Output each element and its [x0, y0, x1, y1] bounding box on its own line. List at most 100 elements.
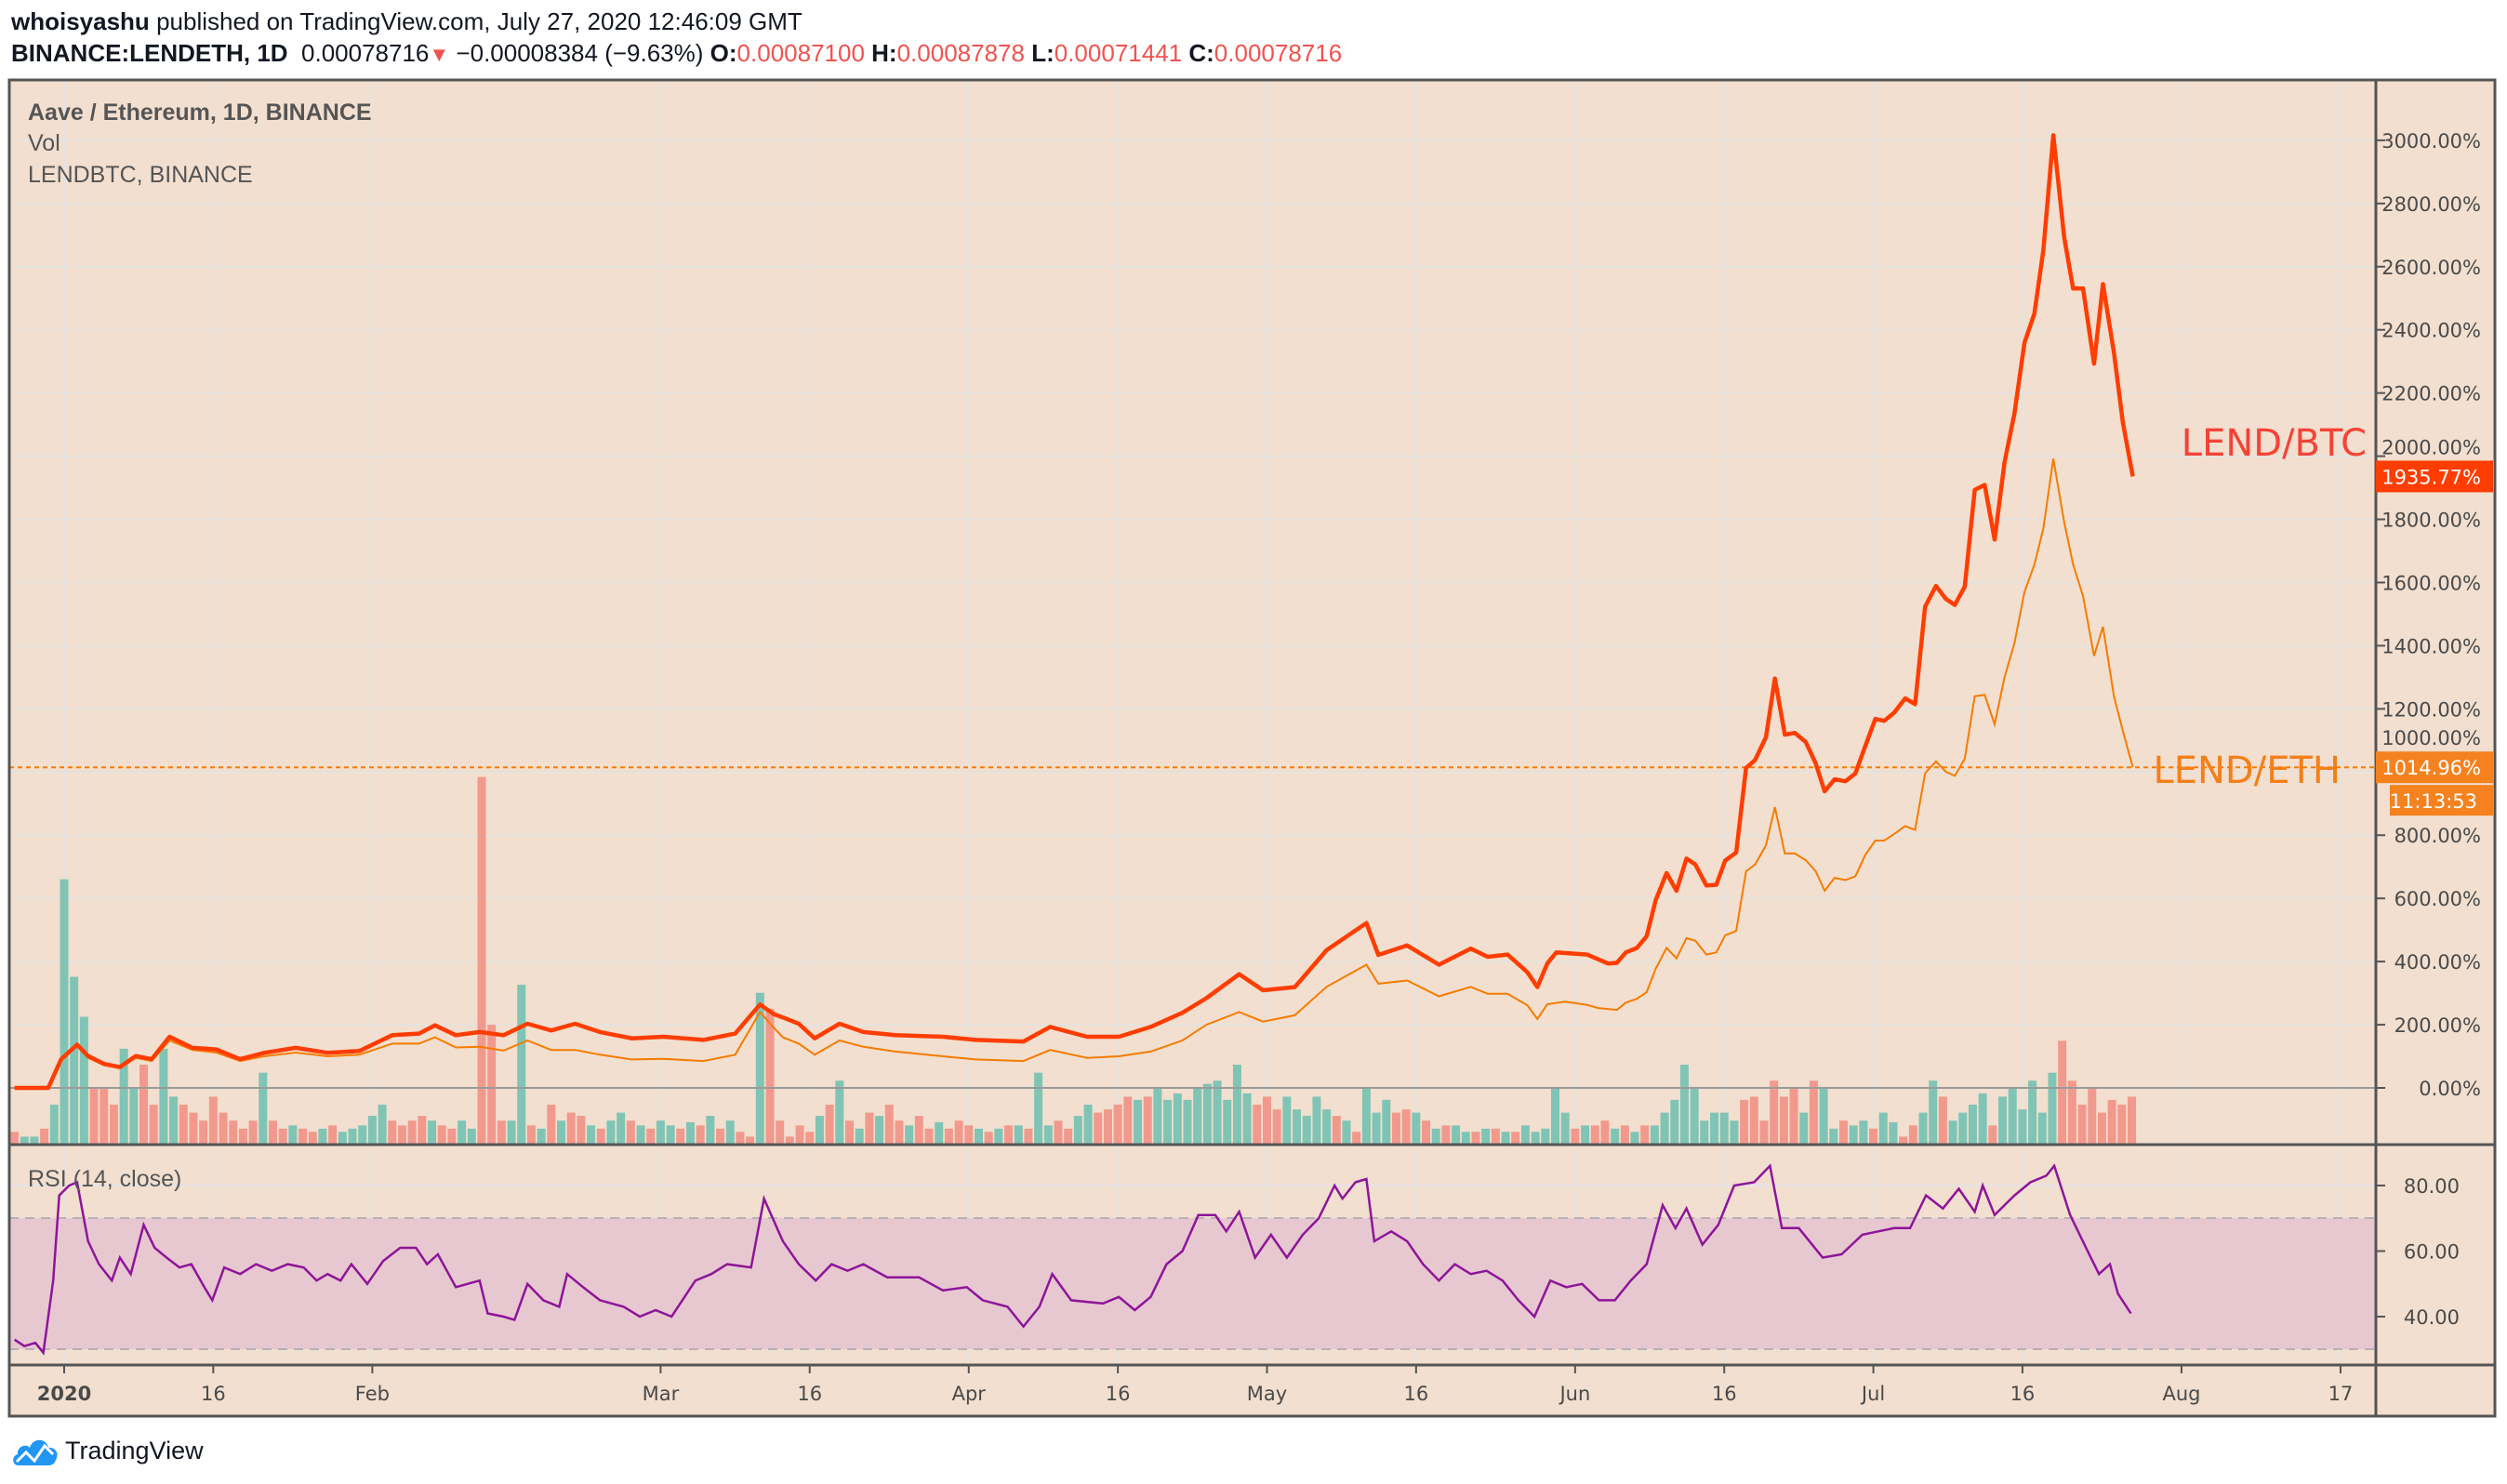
volume-bar-down	[914, 1116, 923, 1145]
price-axis-label: 2200.00%	[2381, 383, 2481, 405]
volume-bar-up	[60, 879, 69, 1145]
volume-bar-up	[1034, 1072, 1043, 1145]
volume-bar-down	[845, 1120, 855, 1145]
volume-bar-down	[944, 1128, 953, 1145]
rsi-axis-label: 80.00	[2404, 1175, 2460, 1198]
rsi-legend[interactable]: RSI (14, close)	[28, 1166, 181, 1192]
volume-bar-up	[706, 1116, 715, 1145]
symbol-label: BINANCE:LENDETH, 1D	[11, 39, 288, 67]
volume-bar-up	[1481, 1128, 1491, 1145]
author-name[interactable]: whoisyashu	[11, 7, 150, 35]
volume-bar-down	[736, 1132, 745, 1145]
volume-bar-down	[2107, 1099, 2116, 1145]
price-axis-label: 2000.00%	[2381, 436, 2481, 458]
lend-eth-annotation[interactable]: LEND/ETH	[2153, 749, 2341, 792]
time-axis-label: Aug	[2162, 1383, 2200, 1405]
rsi-axis-label: 60.00	[2404, 1241, 2460, 1264]
volume-bar-down	[924, 1128, 934, 1145]
volume-bar-up	[2008, 1088, 2017, 1145]
volume-bar-up	[974, 1128, 983, 1145]
volume-bar-up	[1412, 1112, 1421, 1145]
price-axis[interactable]: 0.00% 200.00% 400.00% 600.00% 800.00% 1000.00…	[2376, 130, 2481, 1100]
tradingview-cloud-icon	[13, 1439, 58, 1465]
volume-bar-down	[99, 1088, 109, 1145]
volume-bar-up	[1690, 1088, 1699, 1145]
volume-legend[interactable]: Vol	[28, 130, 60, 156]
volume-bar-down	[1839, 1120, 1849, 1145]
volume-bar-up	[1302, 1116, 1311, 1145]
volume-bar-down	[547, 1105, 556, 1145]
volume-bar-up	[159, 1048, 168, 1145]
volume-bar-down	[676, 1128, 685, 1145]
volume-bar-down	[1770, 1080, 1779, 1145]
volume-bar-up	[606, 1120, 616, 1145]
volume-bar-up	[1520, 1125, 1530, 1145]
high-label: H:	[871, 39, 897, 67]
volume-bar-down	[1620, 1125, 1629, 1145]
volume-bar-up	[1431, 1128, 1440, 1145]
volume-bar-up	[1819, 1088, 1828, 1145]
volume-bar-down	[1779, 1096, 1788, 1145]
volume-bar-up	[1660, 1112, 1669, 1145]
volume-bar-up	[994, 1128, 1003, 1145]
price-axis-label: 200.00%	[2394, 1014, 2481, 1037]
volume-bar-up	[20, 1136, 29, 1145]
open-value: 0.00087100	[736, 39, 865, 67]
volume-bar-up	[1719, 1112, 1729, 1145]
volume-bar-up	[855, 1128, 864, 1145]
time-axis-label: 17	[2328, 1383, 2354, 1405]
volume-bar-down	[984, 1132, 993, 1145]
volume-bar-down	[765, 1008, 775, 1145]
volume-bar-up	[259, 1072, 268, 1145]
volume-bar-up	[288, 1125, 298, 1145]
volume-bar-down	[1740, 1099, 1749, 1145]
volume-bar-up	[1968, 1105, 1977, 1145]
volume-bar-down	[1571, 1128, 1580, 1145]
volume-bar-down	[825, 1105, 834, 1145]
time-axis[interactable]: 2020 16 Feb Mar 16 Apr 16 May 16 Jun 16 Jul 16 Aug 17	[37, 1365, 2354, 1405]
volume-bar-down	[1441, 1125, 1451, 1145]
volume-bar-down	[139, 1065, 149, 1145]
volume-bar-down	[785, 1136, 794, 1145]
volume-bar-down	[1511, 1132, 1520, 1145]
volume-bar-down	[89, 1088, 99, 1145]
btc-price-tag-text: 1935.77%	[2381, 466, 2481, 488]
volume-bar-up	[428, 1120, 437, 1145]
volume-bar-down	[1590, 1125, 1599, 1145]
volume-bar-up	[2037, 1112, 2047, 1145]
volume-bar-down	[1352, 1132, 1361, 1145]
volume-bar-up	[1679, 1065, 1689, 1145]
close-value: 0.00078716	[1214, 39, 1343, 67]
main-legend[interactable]: Aave / Ethereum, 1D, BINANCE	[28, 99, 372, 126]
volume-bar-up	[1958, 1112, 1968, 1145]
volume-bar-up	[467, 1128, 476, 1145]
volume-bar-up	[1859, 1120, 1868, 1145]
volume-bar-up	[666, 1125, 675, 1145]
volume-bar-down	[696, 1125, 705, 1145]
rsi-axis[interactable]: 40.00 60.00 80.00	[2376, 1175, 2460, 1329]
lend-btc-annotation[interactable]: LEND/BTC	[2182, 422, 2367, 465]
volume-bar-down	[447, 1128, 457, 1145]
volume-bar-down	[1640, 1125, 1650, 1145]
compare-legend[interactable]: LENDBTC, BINANCE	[28, 162, 253, 188]
volume-bar-up	[1730, 1120, 1739, 1145]
volume-bar-down	[2077, 1105, 2087, 1145]
volume-bar-up	[1929, 1080, 1938, 1145]
volume-bar-up	[338, 1132, 347, 1145]
rsi-band-fill	[9, 1218, 2376, 1349]
price-axis-label: 600.00%	[2394, 888, 2481, 910]
volume-bar-down	[1869, 1128, 1878, 1145]
volume-bar-up	[1531, 1132, 1540, 1145]
volume-bar-up	[1978, 1093, 1987, 1145]
volume-bar-up	[815, 1116, 824, 1145]
volume-bar-up	[2018, 1109, 2027, 1145]
btc-price-tag: 1935.77%	[2376, 460, 2493, 493]
brand-name: TradingView	[65, 1436, 204, 1464]
volume-bar-up	[905, 1125, 914, 1145]
time-axis-label: Jun	[1558, 1383, 1590, 1405]
price-axis-label: 1800.00%	[2381, 510, 2481, 532]
volume-bar-down	[884, 1105, 894, 1145]
tradingview-logo[interactable]: TradingView	[11, 1434, 204, 1467]
volume-bar-down	[229, 1120, 238, 1145]
